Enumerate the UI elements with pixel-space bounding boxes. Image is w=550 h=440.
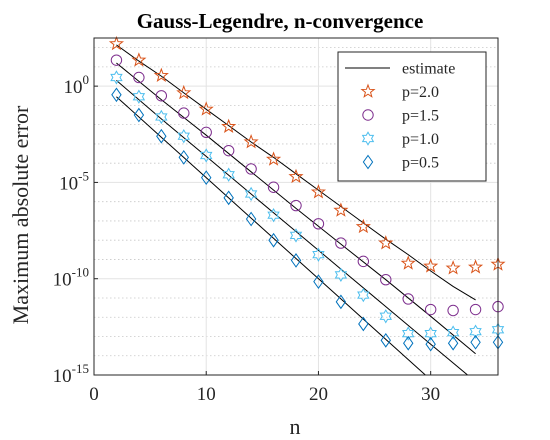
legend-marker-p=2.0	[360, 83, 376, 98]
legend-label-p=1.0: p=1.0	[402, 131, 439, 148]
marker-p=1.0	[132, 89, 146, 104]
estimate-line	[116, 44, 476, 301]
marker-p=2.0	[221, 118, 237, 134]
marker-p=2.0	[131, 52, 147, 67]
marker-p=0.5	[358, 316, 369, 332]
marker-p=2.0	[400, 255, 416, 270]
marker-p=1.0	[424, 326, 437, 341]
y-axis-ticks: 100 10-5 10-10 10-15	[53, 72, 98, 387]
marker-p=0.5	[268, 232, 279, 248]
y-tick-label: 100	[64, 72, 90, 98]
marker-p=0.5	[335, 294, 347, 310]
data-markers	[108, 35, 506, 352]
y-tick-label: 10-5	[59, 168, 89, 194]
marker-p=0.5	[290, 253, 302, 268]
marker-p=1.5	[178, 107, 190, 119]
x-tick-label: 20	[309, 384, 328, 405]
marker-p=1.5	[402, 293, 414, 305]
plot-frame	[93, 37, 499, 376]
marker-p=1.5	[133, 71, 145, 84]
marker-p=2.0	[198, 101, 214, 116]
marker-p=0.5	[111, 87, 122, 103]
marker-p=0.5	[223, 190, 234, 206]
marker-p=0.5	[380, 332, 391, 348]
marker-p=0.5	[447, 335, 459, 351]
marker-p=1.5	[357, 255, 370, 268]
marker-p=2.0	[288, 168, 304, 184]
marker-p=2.0	[243, 134, 259, 149]
marker-p=2.0	[153, 67, 169, 82]
marker-p=0.5	[156, 128, 167, 144]
marker-p=1.0	[446, 325, 460, 340]
marker-p=1.5	[312, 218, 325, 230]
marker-p=0.5	[133, 107, 145, 123]
legend-label-p=0.5: p=0.5	[402, 155, 439, 172]
marker-p=2.0	[378, 235, 394, 250]
marker-p=1.5	[290, 199, 302, 212]
chart-title: Gauss-Legendre, n-convergence	[137, 9, 424, 33]
y-axis-label: Maximum absolute error	[8, 105, 33, 324]
marker-p=2.0	[333, 202, 349, 217]
marker-p=1.5	[380, 273, 392, 286]
estimate-lines	[116, 44, 476, 375]
marker-p=2.0	[108, 35, 125, 51]
marker-p=1.0	[401, 326, 415, 341]
legend-marker-p=1.0	[361, 131, 375, 146]
marker-p=1.5	[155, 90, 168, 102]
marker-p=1.0	[357, 287, 370, 303]
marker-p=1.0	[379, 309, 393, 324]
estimate-line	[116, 80, 469, 375]
marker-p=1.5	[447, 304, 459, 317]
estimate-line	[116, 96, 427, 375]
marker-p=1.5	[424, 303, 437, 316]
marker-p=1.0	[244, 186, 258, 202]
marker-p=1.5	[469, 303, 482, 316]
x-axis-ticks: 0 10 20 30	[89, 371, 440, 405]
x-tick-label: 0	[89, 384, 99, 405]
legend-marker-p=1.5	[362, 109, 374, 121]
marker-p=2.0	[423, 258, 439, 273]
marker-p=1.0	[177, 129, 191, 144]
marker-p=2.0	[310, 184, 327, 199]
marker-p=1.5	[110, 54, 123, 66]
marker-p=1.0	[155, 109, 168, 125]
marker-p=1.0	[312, 247, 325, 262]
legend-label-estimate: estimate	[402, 61, 455, 78]
marker-p=1.0	[199, 148, 213, 163]
marker-p=1.5	[222, 144, 235, 157]
legend-marker-p=0.5	[362, 154, 374, 170]
marker-p=0.5	[178, 150, 189, 165]
marker-p=1.5	[267, 181, 280, 193]
estimate-line	[116, 62, 476, 355]
marker-p=0.5	[201, 170, 212, 185]
marker-p=0.5	[313, 274, 324, 289]
marker-p=0.5	[245, 211, 257, 227]
marker-p=1.5	[200, 126, 212, 139]
marker-p=0.5	[470, 334, 481, 350]
marker-p=1.0	[110, 70, 123, 85]
legend-label-p=1.5: p=1.5	[402, 108, 439, 125]
marker-p=1.0	[289, 228, 303, 243]
marker-p=0.5	[403, 335, 414, 351]
marker-p=2.0	[467, 259, 484, 274]
marker-p=2.0	[265, 151, 282, 166]
x-axis-label: n	[290, 414, 301, 439]
x-tick-label: 30	[421, 384, 440, 405]
y-tick-label: 10-10	[53, 265, 89, 291]
y-tick-label: 10-15	[53, 361, 89, 387]
marker-p=1.0	[334, 267, 348, 283]
marker-p=1.5	[335, 237, 347, 249]
legend-label-p=2.0: p=2.0	[402, 84, 439, 101]
marker-p=2.0	[176, 84, 192, 100]
x-tick-label: 10	[197, 384, 216, 405]
marker-p=0.5	[425, 336, 436, 352]
marker-p=1.0	[469, 324, 482, 339]
marker-p=1.0	[267, 207, 280, 223]
marker-p=1.0	[222, 167, 235, 182]
legend: estimate p=2.0 p=1.5 p=1.0 p=0.5	[337, 51, 487, 182]
marker-p=1.5	[245, 163, 257, 175]
marker-p=2.0	[355, 218, 371, 234]
marker-p=2.0	[445, 260, 461, 275]
